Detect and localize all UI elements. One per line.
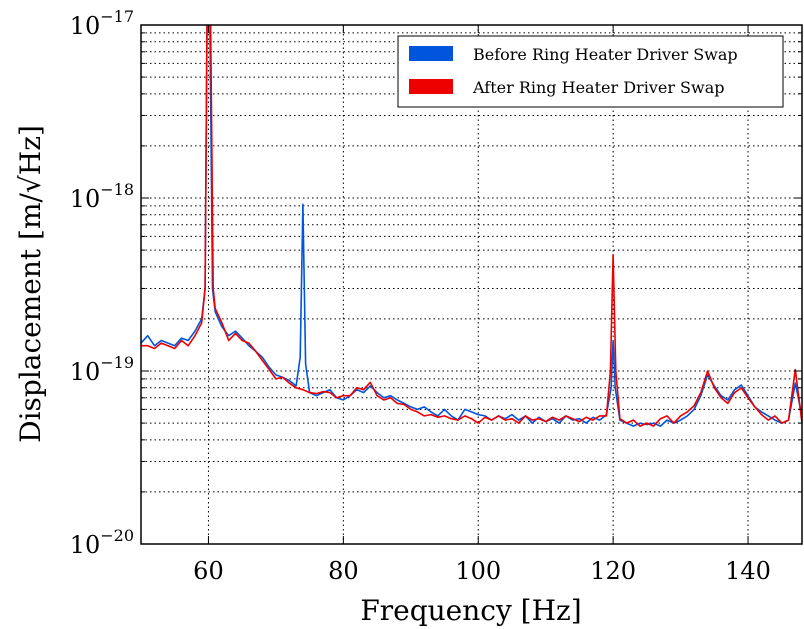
- series-line-before: [141, 25, 802, 427]
- legend-swatch-after: [409, 79, 453, 94]
- x-tick-label: 120: [590, 557, 636, 585]
- x-tick-label: 60: [193, 557, 224, 585]
- y-axis-title: Displacement [m/√Hz]: [14, 125, 47, 443]
- grid-lines: [141, 25, 802, 544]
- legend-box: [397, 35, 784, 108]
- axis-ticks: [141, 25, 802, 544]
- legend-swatch-before: [409, 46, 453, 61]
- y-tick-label: 10−17: [70, 7, 134, 40]
- series-line-after: [141, 25, 802, 427]
- series-layer: [141, 25, 802, 427]
- x-tick-labels: 60 80 100 120 140: [193, 557, 771, 585]
- x-axis-title: Frequency [Hz]: [360, 594, 581, 627]
- y-tick-label: 10−20: [70, 526, 134, 559]
- plot-background: [141, 25, 802, 544]
- legend-label-before: Before Ring Heater Driver Swap: [473, 45, 738, 64]
- x-tick-label: 80: [328, 557, 359, 585]
- x-tick-label: 140: [725, 557, 771, 585]
- legend: Before Ring Heater Driver Swap After Rin…: [397, 35, 784, 108]
- y-tick-label: 10−18: [70, 180, 134, 213]
- plot-frame: [140, 24, 803, 545]
- legend-label-after: After Ring Heater Driver Swap: [472, 78, 725, 97]
- y-tick-labels: 10−20 10−19 10−18 10−17: [70, 7, 134, 559]
- y-tick-label: 10−19: [70, 353, 134, 386]
- x-tick-label: 100: [455, 557, 501, 585]
